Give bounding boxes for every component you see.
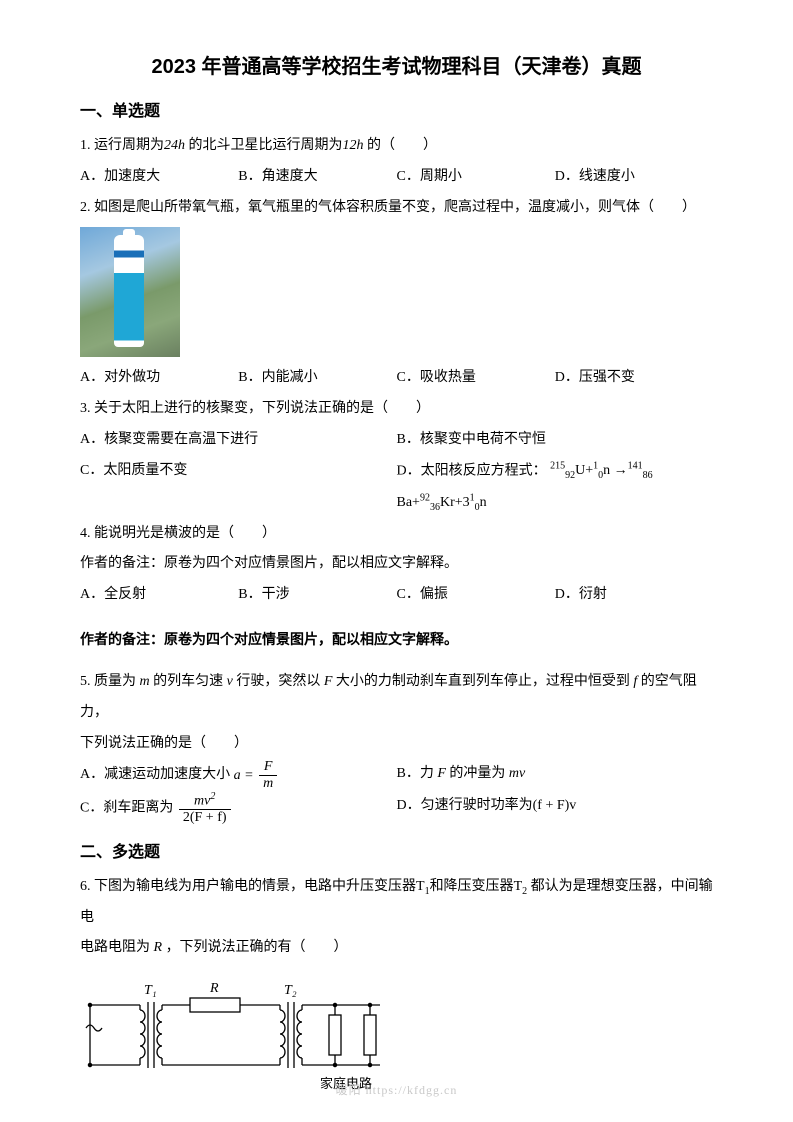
q3-options-row1: A．核聚变需要在高温下进行 B．核聚变中电荷不守恒 <box>80 425 713 456</box>
q4-note1: 作者的备注：原卷为四个对应情景图片，配以相应文字解释。 <box>80 549 713 580</box>
fraction-icon: F m <box>259 759 277 791</box>
q2-option-d: D．压强不变 <box>555 363 713 394</box>
q6-R: R <box>154 940 163 955</box>
q5-stem-line2: 下列说法正确的是（ ） <box>80 729 713 760</box>
q6-T2-t: T <box>514 879 523 894</box>
q5-option-c: C．刹车距离为 mv2 2(F + f) <box>80 791 397 825</box>
q2-options: A．对外做功 B．内能减小 C．吸收热量 D．压强不变 <box>80 363 713 394</box>
page-title: 2023 年普通高等学校招生考试物理科目（天津卷）真题 <box>80 50 713 79</box>
ba-charge: 86 <box>643 470 653 481</box>
q5-c-den: 2(F + f) <box>179 810 231 825</box>
q4-stem: 4. 能说明光是横波的是（ ） <box>80 519 713 550</box>
u-mass: 215 <box>550 461 565 472</box>
q5-a-num: F <box>259 759 277 775</box>
section-1-heading: 一、单选题 <box>80 97 713 121</box>
q5-b-prefix: B．力 <box>397 766 438 781</box>
q5-d: 大小的力制动刹车直到列车停止，过程中恒受到 <box>332 674 633 689</box>
n-coef: 3 <box>463 495 470 510</box>
q5-b-val: mv <box>509 766 525 781</box>
q1-text-c: 的（ ） <box>364 138 438 153</box>
q5-a: 5. 质量为 <box>80 674 140 689</box>
q3-d-prefix: D．太阳核反应方程式： <box>397 463 547 478</box>
q6-stem-line1: 6. 下图为输电线为用户输电的情景，电路中升压变压器T1和降压变压器T2 都认为… <box>80 872 713 934</box>
q2-option-c: C．吸收热量 <box>397 363 555 394</box>
q6-T1: T1 <box>416 879 430 894</box>
q6-stem-line2: 电路电阻为 R ，下列说法正确的有（ ） <box>80 933 713 964</box>
fraction-icon: mv2 2(F + f) <box>179 791 231 825</box>
q5-b-F: F <box>437 766 446 781</box>
q6-a: 6. 下图为输电线为用户输电的情景，电路中升压变压器 <box>80 879 416 894</box>
q1-option-b: B．角速度大 <box>238 162 396 193</box>
q1-val2: 12h <box>343 138 364 153</box>
q5-c-num-sup: 2 <box>210 791 215 802</box>
q1-val1: 24h <box>164 138 185 153</box>
q5-options-row2: C．刹车距离为 mv2 2(F + f) D．匀速行驶时功率为(f + F)v <box>80 791 713 825</box>
q2-figure <box>80 227 180 357</box>
kr-charge: 36 <box>430 502 440 513</box>
ba-mass: 141 <box>628 461 643 472</box>
q4-options: A．全反射 B．干涉 C．偏振 D．衍射 <box>80 580 713 611</box>
q5-c-num: mv2 <box>179 791 231 810</box>
label-t2: T₂ <box>284 983 297 998</box>
q5-stem-line1: 5. 质量为 m 的列车匀速 v 行驶，突然以 F 大小的力制动刹车直到列车停止… <box>80 667 713 729</box>
q1-stem: 1. 运行周期为24h 的北斗卫星比运行周期为12h 的（ ） <box>80 131 713 162</box>
q2-option-b: B．内能减小 <box>238 363 396 394</box>
q4-option-b: B．干涉 <box>238 580 396 611</box>
q5-options-row1: A．减速运动加速度大小 a = F m B．力 F 的冲量为 mv <box>80 759 713 791</box>
q3-option-c: C．太阳质量不变 <box>80 456 397 519</box>
q5-d-expr: (f + F)v <box>533 798 577 813</box>
u-charge: 92 <box>565 470 575 481</box>
exam-page: 2023 年普通高等学校招生考试物理科目（天津卷）真题 一、单选题 1. 运行周… <box>0 0 793 1122</box>
q6-l2b: ，下列说法正确的有（ ） <box>162 940 348 955</box>
q5-c-prefix: C．刹车距离为 <box>80 801 173 816</box>
q3-stem: 3. 关于太阳上进行的核聚变，下列说法正确的是（ ） <box>80 394 713 425</box>
q5-option-b: B．力 F 的冲量为 mv <box>397 759 714 791</box>
q5-option-d: D．匀速行驶时功率为(f + F)v <box>397 791 714 825</box>
q5-a-lhs: a <box>234 768 241 783</box>
kr-mass: 92 <box>420 492 430 503</box>
label-t1: T₁ <box>144 983 157 998</box>
q5-a-eq: a = F m <box>234 768 280 783</box>
q4-note2: 作者的备注：原卷为四个对应情景图片，配以相应文字解释。 <box>80 625 713 653</box>
q6-T2: T2 <box>514 879 528 894</box>
oxygen-bottle-icon <box>114 235 144 347</box>
n2-charge: 0 <box>475 502 480 513</box>
q1-option-a: A．加速度大 <box>80 162 238 193</box>
footer-name: 暖阳 <box>336 1083 362 1097</box>
q4-option-a: A．全反射 <box>80 580 238 611</box>
q1-option-d: D．线速度小 <box>555 162 713 193</box>
q3-option-a: A．核聚变需要在高温下进行 <box>80 425 397 456</box>
q6-T1-t: T <box>416 879 425 894</box>
q3-option-b: B．核聚变中电荷不守恒 <box>397 425 714 456</box>
q5-c-num-t: mv <box>194 794 210 809</box>
q3-option-d: D．太阳核反应方程式： 21592U+10n →14186 Ba+9236Kr+… <box>397 456 714 519</box>
q4-option-d: D．衍射 <box>555 580 713 611</box>
q5-a-den: m <box>259 776 277 791</box>
n1-charge: 0 <box>598 470 603 481</box>
q5-c: 行驶，突然以 <box>233 674 324 689</box>
q5-option-a: A．减速运动加速度大小 a = F m <box>80 759 397 791</box>
q2-option-a: A．对外做功 <box>80 363 238 394</box>
q1-option-c: C．周期小 <box>397 162 555 193</box>
q5-b-mid: 的冲量为 <box>446 766 509 781</box>
q6-l2a: 电路电阻为 <box>80 940 154 955</box>
q3-options-row2: C．太阳质量不变 D．太阳核反应方程式： 21592U+10n →14186 B… <box>80 456 713 519</box>
q1-text-b: 的北斗卫星比运行周期为 <box>185 138 343 153</box>
q1-options: A．加速度大 B．角速度大 C．周期小 D．线速度小 <box>80 162 713 193</box>
label-r: R <box>209 981 219 996</box>
q5-d-prefix: D．匀速行驶时功率为 <box>397 798 533 813</box>
q2-stem: 2. 如图是爬山所带氧气瓶，氧气瓶里的气体容积质量不变，爬高过程中，温度减小，则… <box>80 193 713 224</box>
q5-a-prefix: A．减速运动加速度大小 <box>80 768 230 783</box>
page-footer: 暖阳 https://kfdgg.cn <box>0 1081 793 1098</box>
q1-text-a: 1. 运行周期为 <box>80 138 164 153</box>
q6-b: 和降压变压器 <box>430 879 514 894</box>
q4-option-c: C．偏振 <box>397 580 555 611</box>
footer-url: https://kfdgg.cn <box>366 1083 458 1097</box>
section-2-heading: 二、多选题 <box>80 838 713 862</box>
q5-b: 的列车匀速 <box>150 674 227 689</box>
q5-m: m <box>140 674 150 689</box>
